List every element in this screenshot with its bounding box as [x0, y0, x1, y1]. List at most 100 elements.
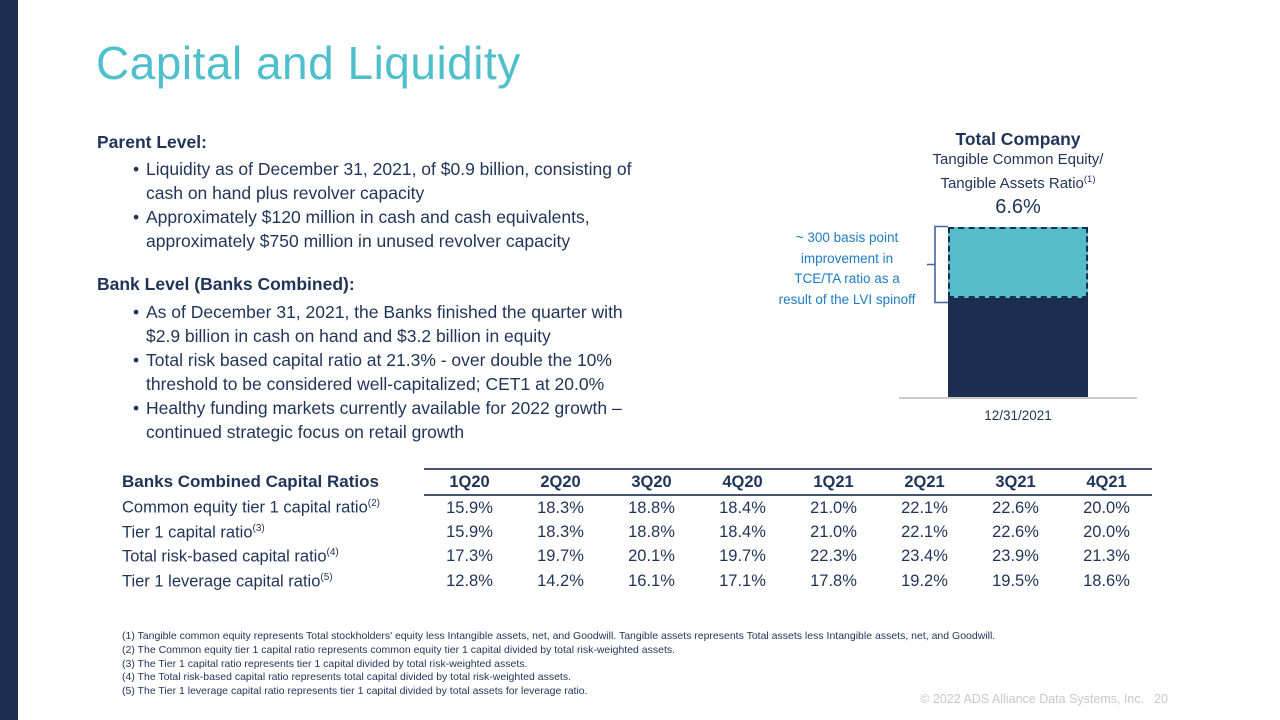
column-header: 3Q21 — [970, 468, 1061, 496]
bullet-text: Healthy funding markets currently availa… — [146, 398, 622, 442]
capital-ratios-table: Banks Combined Capital Ratios 1Q20 2Q20 … — [122, 468, 1152, 594]
copyright-text: © 2022 ADS Alliance Data Systems, Inc. — [920, 692, 1145, 706]
ratio-cell: 18.8% — [628, 498, 675, 517]
annotation-line: TCE/TA ratio as a — [794, 271, 900, 286]
slide-footer: © 2022 ADS Alliance Data Systems, Inc. 2… — [920, 692, 1168, 706]
footnote-line: (4) The Total risk-based capital ratio r… — [122, 671, 571, 684]
ratio-cell: 18.8% — [628, 522, 675, 541]
footnote-line: (2) The Common equity tier 1 capital rat… — [122, 643, 676, 656]
left-accent-bar — [0, 0, 18, 720]
table-header-row: Banks Combined Capital Ratios 1Q20 2Q20 … — [122, 468, 1152, 496]
annotation-line: ~ 300 basis point — [795, 230, 899, 245]
footnote-ref: (2) — [367, 497, 381, 509]
bullet-icon: • — [133, 350, 140, 370]
ratio-cell: 19.5% — [992, 571, 1039, 590]
ratio-cell: 19.7% — [719, 547, 766, 566]
chart-subtitle: Tangible Common Equity/ Tangible Assets … — [880, 150, 1156, 194]
bar-total-label: 6.6% — [995, 196, 1041, 218]
bullet-icon: • — [133, 398, 140, 418]
chart-annotation: ~ 300 basis point improvement in TCE/TA … — [761, 228, 933, 310]
bullet-item: • Total risk based capital ratio at 21.3… — [122, 349, 654, 396]
ratio-cell: 14.2% — [537, 571, 584, 590]
x-axis-line — [899, 397, 1137, 399]
bullet-text: Total risk based capital ratio at 21.3% … — [146, 350, 612, 394]
ratio-cell: 18.4% — [719, 522, 766, 541]
ratio-cell: 15.9% — [446, 522, 493, 541]
bullet-text: Liquidity as of December 31, 2021, of $0… — [146, 159, 632, 203]
ratio-cell: 17.8% — [810, 571, 857, 590]
ratio-cell: 19.7% — [537, 547, 584, 566]
chart-title: Total Company — [955, 129, 1081, 149]
row-label: Common equity tier 1 capital ratio(2) — [122, 497, 381, 517]
row-label: Tier 1 capital ratio(3) — [122, 522, 265, 542]
bullet-item: • Approximately $120 million in cash and… — [122, 206, 654, 253]
ratio-cell: 20.1% — [628, 547, 675, 566]
row-label: Total risk-based capital ratio(4) — [122, 547, 339, 566]
footnote-ref-1: (1) — [1083, 174, 1096, 185]
bar-segment-improvement — [948, 227, 1088, 298]
x-axis-label: 12/31/2021 — [984, 408, 1052, 423]
row-label: Tier 1 leverage capital ratio(5) — [122, 571, 333, 591]
page-number: 20 — [1154, 692, 1168, 706]
bullet-icon: • — [133, 159, 140, 179]
chart-header: Total Company Tangible Common Equity/ Ta… — [880, 129, 1156, 194]
ratio-cell: 21.0% — [810, 498, 857, 517]
bullet-icon: • — [133, 302, 140, 322]
column-header: 3Q20 — [606, 468, 697, 496]
bullet-item: • As of December 31, 2021, the Banks fin… — [122, 301, 654, 348]
footnote-line: (1) Tangible common equity represents To… — [122, 630, 996, 642]
ratio-cell: 22.6% — [992, 498, 1039, 517]
column-header: 2Q20 — [515, 468, 606, 496]
bullet-item: • Liquidity as of December 31, 2021, of … — [122, 158, 654, 205]
ratio-cell: 23.9% — [992, 547, 1039, 566]
table-row: Tier 1 capital ratio(3) 15.9% 18.3% 18.8% 18… — [122, 520, 1152, 545]
ratio-cell: 21.0% — [810, 522, 857, 541]
bank-level-heading: Bank Level (Banks Combined): — [97, 274, 355, 294]
column-header: 4Q20 — [697, 468, 788, 496]
bullet-text: Approximately $120 million in cash and c… — [146, 207, 590, 251]
column-header: 2Q21 — [879, 468, 970, 496]
annotation-line: improvement in — [800, 250, 894, 266]
bullet-icon: • — [133, 207, 140, 227]
footnote-line: (3) The Tier 1 capital ratio represents … — [122, 657, 528, 670]
ratio-cell: 12.8% — [446, 571, 493, 590]
table-row: Common equity tier 1 capital ratio(2) 15.… — [122, 495, 1152, 520]
ratio-cell: 22.3% — [810, 547, 857, 566]
annotation-line: result of the LVI spinoff — [778, 291, 916, 307]
bullet-text: As of December 31, 2021, the Banks finis… — [146, 302, 623, 346]
ratio-cell: 20.0% — [1083, 498, 1130, 517]
ratio-cell: 22.6% — [992, 522, 1039, 541]
footnote-line: (5) The Tier 1 leverage capital ratio re… — [122, 685, 588, 698]
parent-level-heading: Parent Level: — [97, 132, 207, 152]
column-header: 1Q21 — [788, 468, 879, 496]
bracket-icon — [927, 225, 948, 304]
ratio-cell: 18.3% — [537, 522, 584, 541]
capital-ratios-tbody: Common equity tier 1 capital ratio(2) 15.… — [122, 495, 1152, 594]
ratio-cell: 23.4% — [901, 547, 948, 566]
ratio-cell: 15.9% — [446, 498, 493, 517]
ratio-cell: 18.4% — [719, 498, 766, 517]
ratio-cell: 16.1% — [628, 571, 675, 590]
chart-subtitle-line1: Tangible Common Equity/ — [932, 151, 1104, 168]
ratio-cell: 18.6% — [1083, 571, 1130, 590]
table-row: Total risk-based capital ratio(4) 17.3% 19… — [122, 545, 1152, 570]
table-label-header: Banks Combined Capital Ratios — [122, 472, 379, 491]
ratio-cell: 19.2% — [901, 571, 948, 590]
column-header: 4Q21 — [1061, 468, 1152, 496]
ratio-cell: 22.1% — [901, 498, 948, 517]
table-row: Tier 1 leverage capital ratio(5) 12.8% 14.… — [122, 569, 1152, 594]
ratio-cell: 18.3% — [537, 498, 584, 517]
bar-segment-base — [948, 298, 1088, 398]
page-title: Capital and Liquidity — [96, 37, 521, 89]
bullet-item: • Healthy funding markets currently avai… — [122, 397, 654, 444]
footnote-ref: (4) — [326, 547, 339, 558]
footnote-ref: (3) — [252, 522, 265, 534]
ratio-cell: 20.0% — [1083, 522, 1130, 541]
footnotes: (1) Tangible common equity represents To… — [122, 630, 995, 699]
chart-subtitle-line2: Tangible Assets Ratio — [940, 175, 1084, 192]
column-header: 1Q20 — [424, 468, 515, 496]
ratio-cell: 17.3% — [446, 547, 493, 566]
ratio-cell: 22.1% — [901, 522, 948, 541]
ratio-cell: 21.3% — [1083, 547, 1130, 566]
